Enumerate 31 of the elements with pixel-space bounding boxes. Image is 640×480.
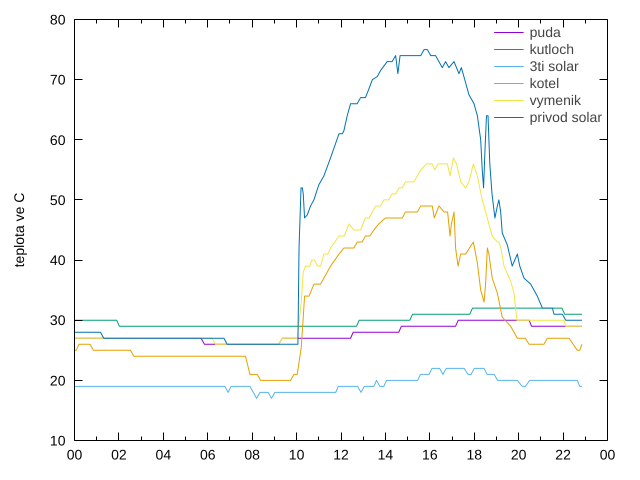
x-tick-label: 00 bbox=[66, 446, 82, 462]
x-tick-label: 04 bbox=[156, 446, 172, 462]
x-tick-label: 10 bbox=[288, 446, 305, 462]
x-tick-label: 06 bbox=[200, 446, 216, 462]
legend-label: kotel bbox=[530, 75, 560, 91]
y-tick-label: 20 bbox=[50, 372, 66, 388]
legend-label: vymenik bbox=[530, 92, 581, 108]
x-tick-label: 22 bbox=[555, 446, 572, 462]
x-tick-label: 12 bbox=[333, 446, 349, 462]
y-tick-label: 80 bbox=[50, 12, 66, 28]
line-series bbox=[74, 205, 582, 381]
y-tick-label: 30 bbox=[50, 312, 66, 328]
y-tick-label: 50 bbox=[50, 192, 66, 208]
x-tick-label: 18 bbox=[466, 446, 482, 462]
x-tick-label: 02 bbox=[111, 446, 127, 462]
y-tick-label: 60 bbox=[50, 132, 66, 148]
x-tick-label: 08 bbox=[244, 446, 260, 462]
legend-label: kutloch bbox=[530, 41, 574, 57]
line-series bbox=[74, 308, 582, 327]
x-tick-label: 00 bbox=[600, 446, 616, 462]
x-tick-label: 16 bbox=[422, 446, 438, 462]
line-series bbox=[74, 368, 582, 399]
x-tick-label: 20 bbox=[510, 446, 527, 462]
legend-label: privod solar bbox=[530, 109, 602, 125]
y-tick-label: 40 bbox=[50, 252, 66, 268]
y-tick-label: 10 bbox=[50, 432, 66, 448]
legend-label: 3ti solar bbox=[530, 58, 579, 74]
y-tick-label: 70 bbox=[50, 72, 66, 88]
legend-label: puda bbox=[530, 24, 561, 40]
x-tick-label: 14 bbox=[378, 446, 394, 462]
y-axis-title: teplota ve C bbox=[10, 192, 27, 268]
